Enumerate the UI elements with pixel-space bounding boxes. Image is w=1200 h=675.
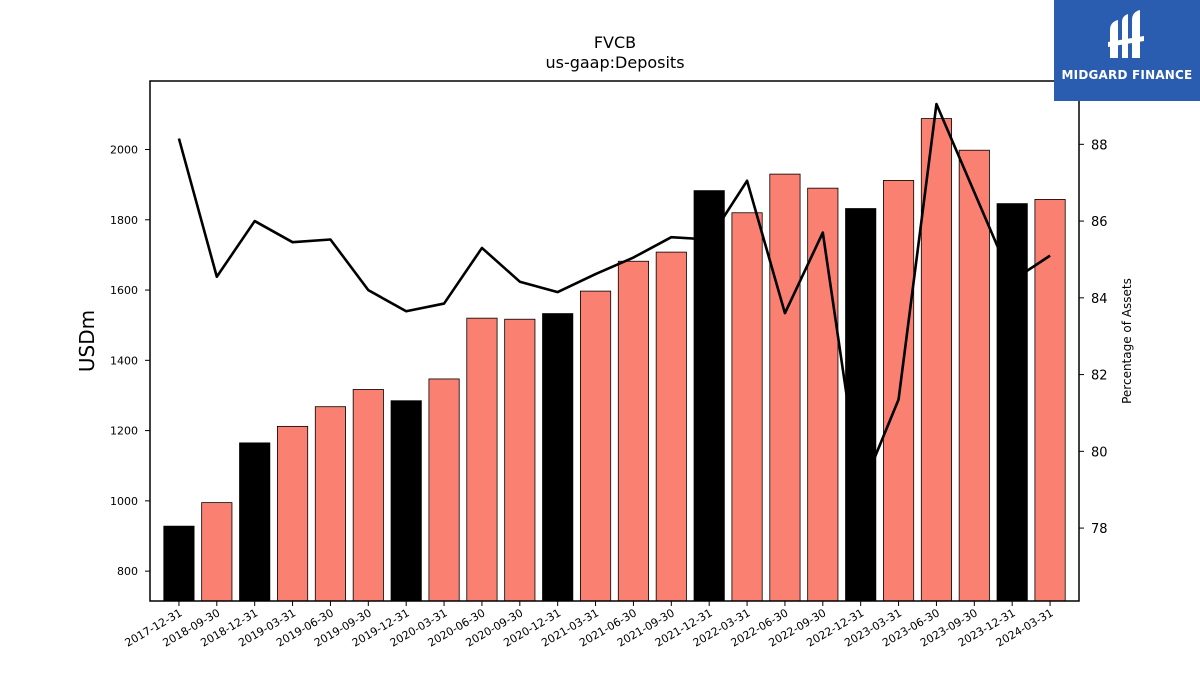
- bar-2018-12-31: [239, 442, 271, 602]
- y-tick-label: 800: [117, 565, 138, 578]
- line-layer: [177, 102, 1051, 493]
- percentage-line: [177, 102, 1051, 493]
- bars-layer: [163, 118, 1066, 602]
- bar-2020-09-30: [504, 318, 536, 602]
- y-axis-right-label: Percentage of Assets: [1120, 278, 1134, 404]
- bar-2019-06-30: [314, 406, 346, 602]
- bar-2020-06-30: [466, 317, 498, 602]
- y-right-tick-label: 86: [1091, 215, 1108, 230]
- bar-2019-12-31: [390, 400, 422, 602]
- bar-2022-03-31: [731, 212, 763, 602]
- y-tick-label: 1400: [110, 354, 138, 367]
- plot-frame: [149, 80, 1080, 602]
- bar-2019-03-31: [277, 425, 309, 602]
- bar-2021-09-30: [655, 251, 687, 602]
- bar-2021-06-30: [617, 260, 649, 602]
- logo-text: MIDGARD FINANCE: [1061, 68, 1193, 82]
- y-tick-label: 1200: [110, 425, 138, 438]
- y-right-tick-label: 82: [1091, 369, 1108, 384]
- brand-logo: MIDGARD FINANCE: [1054, 0, 1200, 101]
- y-right-tick-label: 80: [1091, 445, 1108, 460]
- right-axis: 78 80 82 84 86 88: [1079, 138, 1108, 537]
- y-tick-label: 1000: [110, 495, 138, 508]
- bar-2021-03-31: [580, 290, 612, 602]
- y-tick-label: 1800: [110, 214, 138, 227]
- logo-mark-icon: [1108, 10, 1144, 58]
- bar-2023-06-30: [920, 118, 952, 602]
- y-right-tick-label: 78: [1091, 522, 1108, 537]
- y-tick-label: 2000: [110, 144, 138, 157]
- y-right-tick-label: 84: [1091, 292, 1108, 307]
- bar-2022-06-30: [769, 173, 801, 602]
- bar-2020-03-31: [428, 378, 460, 602]
- y-tick-label: 1600: [110, 284, 138, 297]
- bar-2023-12-31: [996, 203, 1028, 602]
- bar-2019-09-30: [352, 389, 384, 602]
- y-axis-label: USDm: [75, 310, 99, 372]
- bar-2024-03-31: [1034, 199, 1066, 602]
- left-axis: 800 1000 1200 1400 1600 1800 2000: [110, 144, 150, 578]
- bar-2020-12-31: [542, 313, 574, 602]
- bar-2017-12-31: [163, 525, 195, 602]
- chart-title: FVCB: [594, 33, 636, 52]
- bar-2022-12-31: [845, 208, 877, 602]
- bar-2018-09-30: [201, 502, 233, 602]
- bar-2022-09-30: [807, 187, 839, 602]
- bar-2021-12-31: [693, 190, 725, 602]
- y-right-tick-label: 88: [1091, 138, 1108, 153]
- chart-subtitle: us-gaap:Deposits: [545, 53, 684, 72]
- bar-2023-09-30: [958, 149, 990, 602]
- x-axis: 2017-12-312018-09-302018-12-312019-03-31…: [123, 601, 1056, 650]
